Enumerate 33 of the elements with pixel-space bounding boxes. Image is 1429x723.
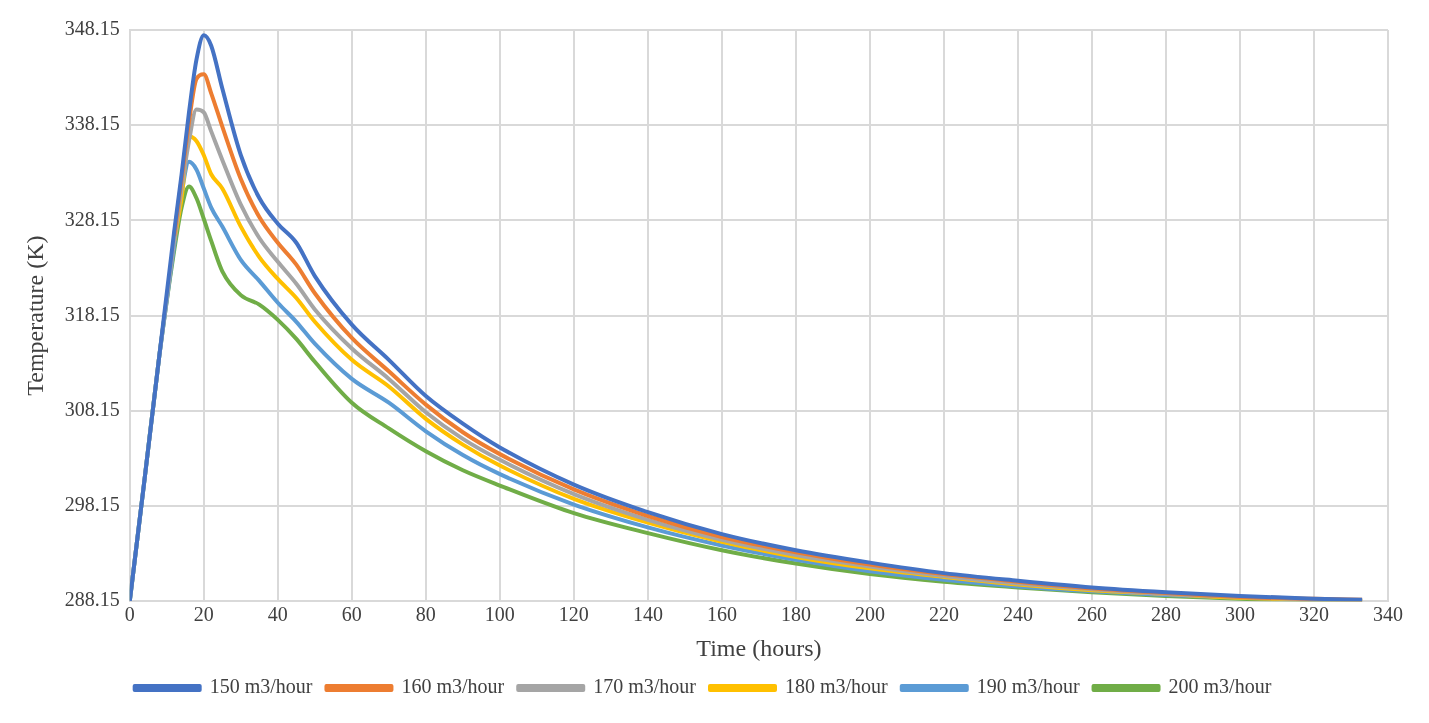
- x-tick-label: 260: [1076, 603, 1107, 626]
- legend-label: 180 m3/hour: [785, 675, 889, 698]
- x-tick-label: 200: [854, 603, 885, 626]
- x-tick-label: 0: [124, 603, 135, 626]
- y-tick-label: 288.15: [64, 588, 120, 611]
- x-tick-label: 180: [780, 603, 811, 626]
- y-tick-label: 328.15: [64, 207, 120, 230]
- x-tick-label: 100: [484, 603, 515, 626]
- legend-label: 150 m3/hour: [209, 675, 313, 698]
- y-tick-label: 348.15: [64, 17, 120, 40]
- x-tick-label: 120: [558, 603, 589, 626]
- y-tick-label: 338.15: [64, 112, 120, 135]
- y-tick-label: 308.15: [64, 398, 120, 421]
- legend-label: 200 m3/hour: [1168, 675, 1272, 698]
- y-tick-label: 298.15: [64, 493, 120, 516]
- x-tick-label: 20: [193, 603, 214, 626]
- legend-label: 170 m3/hour: [593, 675, 697, 698]
- x-tick-label: 160: [706, 603, 737, 626]
- x-tick-label: 80: [415, 603, 436, 626]
- x-tick-label: 320: [1298, 603, 1329, 626]
- x-axis-title: Time (hours): [696, 634, 822, 661]
- x-tick-label: 40: [267, 603, 288, 626]
- x-tick-label: 220: [928, 603, 959, 626]
- y-axis-title: Temperature (K): [21, 235, 48, 396]
- x-tick-label: 300: [1224, 603, 1255, 626]
- x-tick-label: 280: [1150, 603, 1181, 626]
- x-tick-label: 240: [1002, 603, 1033, 626]
- x-tick-label: 60: [341, 603, 362, 626]
- legend-label: 160 m3/hour: [401, 675, 505, 698]
- legend-label: 190 m3/hour: [976, 675, 1080, 698]
- x-tick-label: 340: [1373, 603, 1403, 626]
- x-tick-label: 140: [632, 603, 663, 626]
- y-tick-label: 318.15: [64, 302, 120, 325]
